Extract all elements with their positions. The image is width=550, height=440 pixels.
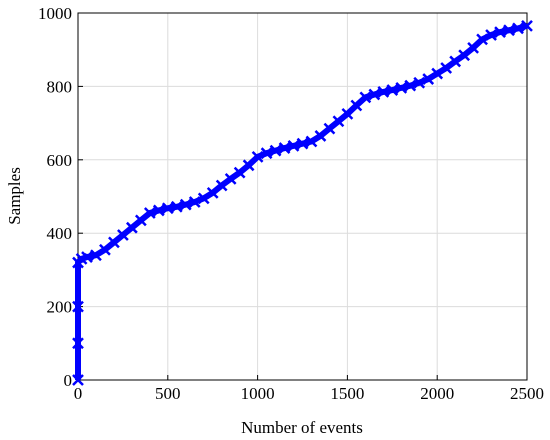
point-marker — [467, 41, 480, 54]
point-marker — [449, 55, 462, 68]
point-marker — [485, 29, 497, 41]
point-marker — [494, 26, 506, 38]
point-marker — [269, 144, 282, 157]
x-tick-label: 1000 — [241, 384, 275, 403]
y-tick-label: 800 — [47, 77, 73, 96]
point-marker — [188, 196, 201, 208]
x-axis-label: Number of events — [241, 418, 363, 437]
point-marker — [377, 86, 390, 98]
y-tick-label: 600 — [47, 151, 73, 170]
point-marker — [197, 192, 210, 205]
x-tick-label: 2000 — [420, 384, 454, 403]
point-marker — [72, 337, 84, 350]
point-marker — [242, 159, 255, 172]
point-marker — [224, 173, 237, 185]
x-tick-label: 2500 — [510, 384, 544, 403]
plot-area — [78, 13, 527, 380]
x-tick-label: 500 — [155, 384, 181, 403]
point-marker — [287, 139, 300, 152]
point-marker — [503, 24, 515, 37]
y-tick-label: 1000 — [38, 4, 72, 23]
point-marker — [386, 84, 399, 96]
y-tick-label: 400 — [47, 224, 73, 243]
point-marker — [161, 202, 174, 215]
point-marker — [90, 249, 102, 262]
point-marker — [72, 300, 84, 313]
point-marker — [521, 19, 533, 32]
point-marker — [278, 142, 291, 154]
y-tick-label: 200 — [47, 298, 73, 317]
point-marker — [413, 76, 426, 89]
x-tick-label: 0 — [74, 384, 83, 403]
point-marker — [260, 147, 273, 160]
point-marker — [152, 204, 165, 217]
point-marker — [341, 108, 354, 120]
point-marker — [215, 179, 228, 192]
point-marker — [296, 137, 309, 150]
plot-frame — [77, 12, 528, 381]
point-marker — [170, 200, 183, 213]
point-marker — [359, 91, 372, 104]
y-axis-label: Samples — [5, 167, 24, 225]
point-marker — [431, 67, 444, 80]
point-marker — [251, 150, 264, 163]
point-marker — [81, 251, 93, 263]
point-marker — [305, 135, 318, 148]
y-tick-label: 0 — [64, 371, 73, 390]
point-marker — [350, 99, 363, 112]
x-tick-label: 1500 — [330, 384, 364, 403]
point-marker — [404, 79, 417, 92]
point-marker — [512, 22, 524, 35]
point-marker — [368, 88, 381, 101]
point-marker — [395, 81, 408, 94]
point-marker — [179, 198, 192, 211]
point-marker — [422, 73, 435, 85]
point-marker — [476, 33, 488, 46]
point-marker — [72, 374, 84, 386]
point-marker — [440, 62, 453, 74]
point-marker — [143, 207, 156, 219]
